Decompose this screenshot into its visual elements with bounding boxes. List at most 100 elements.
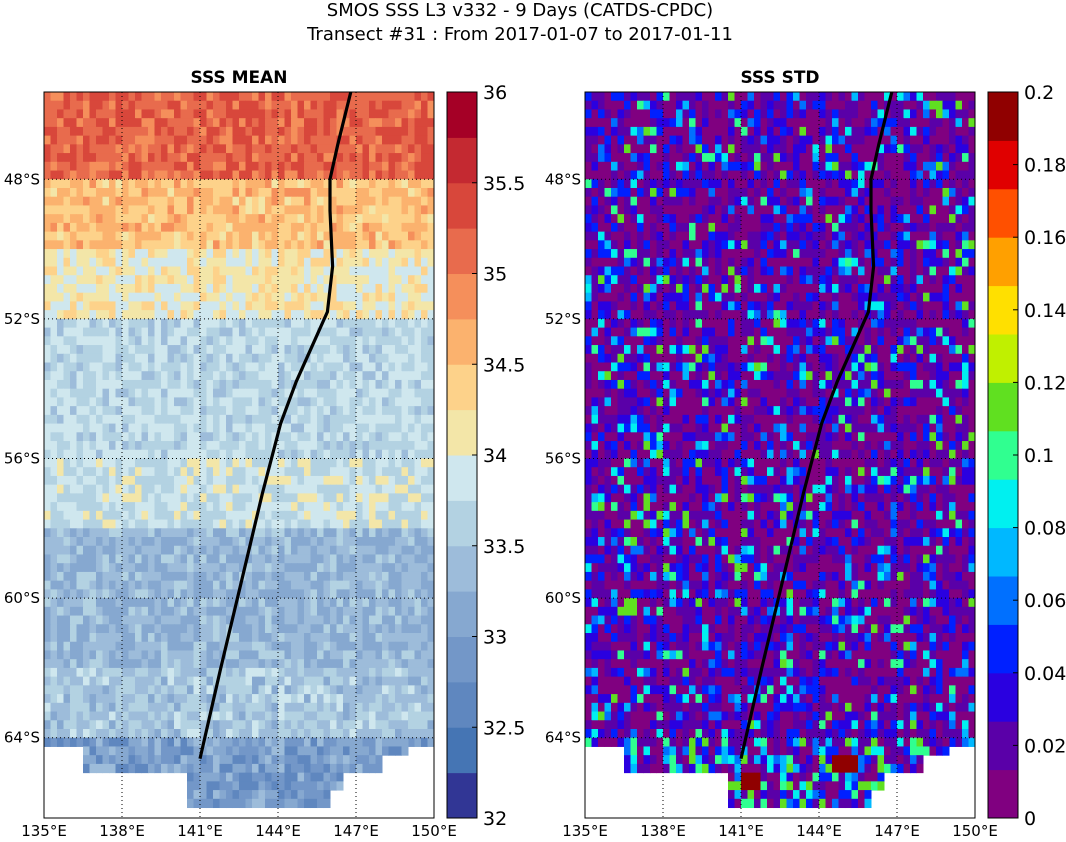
heatmap-cell [297,694,305,704]
heatmap-cell [154,353,162,364]
heatmap-cell [375,371,383,381]
heatmap-cell [76,318,84,329]
heatmap-cell [50,179,58,189]
heatmap-cell [343,676,350,686]
heatmap-cell [96,441,103,451]
heatmap-cell [76,196,84,206]
heatmap-cell [44,685,51,695]
heatmap-cell [245,580,253,590]
heatmap-cell [180,283,188,294]
heatmap-cell [395,493,402,503]
heatmap-cell [388,414,396,425]
heatmap-cell [356,336,363,346]
heatmap-cell [141,615,149,625]
heatmap-cell [304,580,311,590]
figure-title: SMOS SSS L3 v332 - 9 Days (CATDS-CPDC) [327,0,713,21]
heatmap-cell [122,240,129,250]
heatmap-cell [232,737,240,747]
heatmap-cell [395,615,402,625]
heatmap-cell [50,475,58,486]
heatmap-cell [148,432,155,442]
heatmap-cell [50,126,58,137]
heatmap-cell [317,528,324,538]
heatmap-cell [167,266,175,276]
heatmap-cell [349,222,357,233]
heatmap-cell [330,772,337,782]
heatmap-cell [343,292,350,302]
heatmap-cell [226,441,233,451]
heatmap-cell [427,118,435,128]
heatmap-cell [219,362,227,372]
colorbar-segment [447,137,477,184]
heatmap-cell [245,702,253,713]
heatmap-cell [245,781,253,791]
heatmap-cell [141,406,149,416]
heatmap-cell [362,676,370,686]
heatmap-cell [232,292,240,302]
heatmap-cell [408,126,415,137]
heatmap-cell [57,345,64,355]
heatmap-cell [343,345,350,355]
heatmap-cell [161,589,168,599]
heatmap-cell [245,240,253,250]
heatmap-cell [271,327,279,337]
heatmap-cell [154,746,162,756]
heatmap-cell [265,528,272,538]
heatmap-cell [174,301,181,311]
heatmap-cell [122,379,129,390]
heatmap-cell [695,100,703,110]
heatmap-cell [102,423,110,433]
heatmap-cell [271,397,279,407]
heatmap-cell [122,502,129,512]
heatmap-cell [356,667,363,678]
heatmap-cell [102,467,110,477]
heatmap-cell [63,379,71,390]
heatmap-cell [135,528,142,538]
heatmap-cell [70,432,77,442]
heatmap-cell [128,423,136,433]
heatmap-cell [70,266,77,276]
heatmap-cell [310,249,318,259]
heatmap-cell [258,720,266,730]
heatmap-cell [362,528,370,538]
heatmap-cell [109,563,116,573]
colorbar-segment [447,772,477,819]
heatmap-cell [180,432,188,442]
heatmap-cell [388,135,396,145]
heatmap-cell [278,135,285,145]
heatmap-cell [148,755,155,765]
heatmap-cell [180,650,188,660]
heatmap-cell [232,528,240,538]
heatmap-cell [362,275,370,285]
heatmap-cell [167,414,175,425]
heatmap-cell [148,327,155,337]
heatmap-cell [141,222,149,233]
heatmap-cell [310,580,318,590]
heatmap-cell [343,283,350,294]
heatmap-cell [630,100,638,110]
heatmap-cell [343,650,350,660]
heatmap-cell [271,528,279,538]
heatmap-cell [44,406,51,416]
heatmap-cell [96,545,103,555]
heatmap-cell [167,528,175,538]
heatmap-cell [304,729,311,739]
heatmap-cell [96,362,103,372]
heatmap-cell [63,563,71,573]
heatmap-cell [154,283,162,294]
heatmap-cell [265,266,272,276]
heatmap-cell [252,537,259,547]
heatmap-cell [63,571,71,582]
heatmap-cell [167,379,175,390]
heatmap-cell [369,641,376,651]
heatmap-cell [193,100,201,110]
heatmap-cell [343,606,350,617]
heatmap-cell [310,318,318,329]
heatmap-cell [362,301,370,311]
heatmap-cell [369,257,376,268]
heatmap-cell [401,528,409,538]
heatmap-cell [239,205,246,215]
heatmap-cell [141,92,149,102]
heatmap-cell [206,598,214,608]
heatmap-cell [148,449,155,459]
